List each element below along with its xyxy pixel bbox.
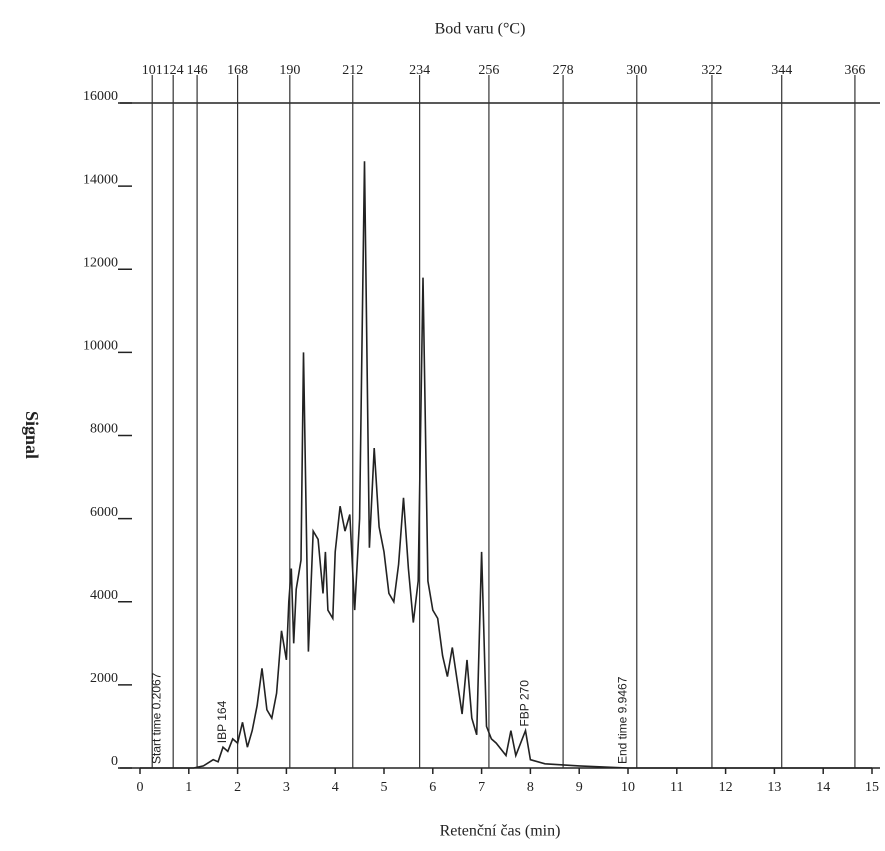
y-tick-label: 8000 [90, 422, 118, 437]
top-tick-label: 366 [844, 63, 865, 78]
top-tick-label: 300 [626, 63, 647, 78]
x-tick-label: 12 [719, 780, 733, 795]
top-tick-label: 344 [771, 63, 792, 78]
top-tick-label: 278 [553, 63, 574, 78]
x-tick-label: 13 [767, 780, 781, 795]
y-tick-label: 6000 [90, 505, 118, 520]
x-tick-label: 8 [527, 780, 534, 795]
x-tick-label: 15 [865, 780, 879, 795]
x-tick-label: 0 [137, 780, 144, 795]
top-tick-label: 168 [227, 63, 248, 78]
x-tick-label: 10 [621, 780, 635, 795]
top-tick-label: 322 [701, 63, 722, 78]
top-tick-label: 212 [342, 63, 363, 78]
top-tick-label: 101 [142, 63, 163, 78]
y-tick-label: 4000 [90, 588, 118, 603]
top-axis-title: Bod varu (°C) [435, 21, 526, 38]
x-tick-label: 5 [381, 780, 388, 795]
top-tick-label: 146 [187, 63, 208, 78]
x-tick-label: 1 [185, 780, 192, 795]
annotation: End time 9.9467 [615, 676, 629, 764]
top-tick-label: 234 [409, 63, 430, 78]
annotation: IBP 164 [215, 700, 229, 743]
y-axis-title: Signal [22, 411, 42, 459]
y-tick-label: 14000 [83, 172, 118, 187]
x-tick-label: 2 [234, 780, 241, 795]
top-tick-label: 124 [163, 63, 184, 78]
x-tick-label: 3 [283, 780, 290, 795]
x-tick-label: 7 [478, 780, 485, 795]
y-tick-label: 0 [111, 754, 118, 769]
x-tick-label: 9 [576, 780, 583, 795]
x-axis-title: Retenční čas (min) [440, 823, 561, 840]
y-tick-label: 2000 [90, 671, 118, 686]
annotation: Start time 0.2067 [149, 672, 163, 764]
y-tick-label: 10000 [83, 339, 118, 354]
y-tick-label: 16000 [83, 89, 118, 104]
x-tick-label: 14 [816, 780, 830, 795]
y-tick-label: 12000 [83, 255, 118, 270]
x-tick-label: 4 [332, 780, 339, 795]
x-tick-label: 6 [429, 780, 436, 795]
top-tick-label: 256 [478, 63, 499, 78]
x-tick-label: 11 [670, 780, 683, 795]
annotation: FBP 270 [518, 680, 532, 727]
top-tick-label: 190 [279, 63, 300, 78]
signal-line [140, 161, 872, 769]
